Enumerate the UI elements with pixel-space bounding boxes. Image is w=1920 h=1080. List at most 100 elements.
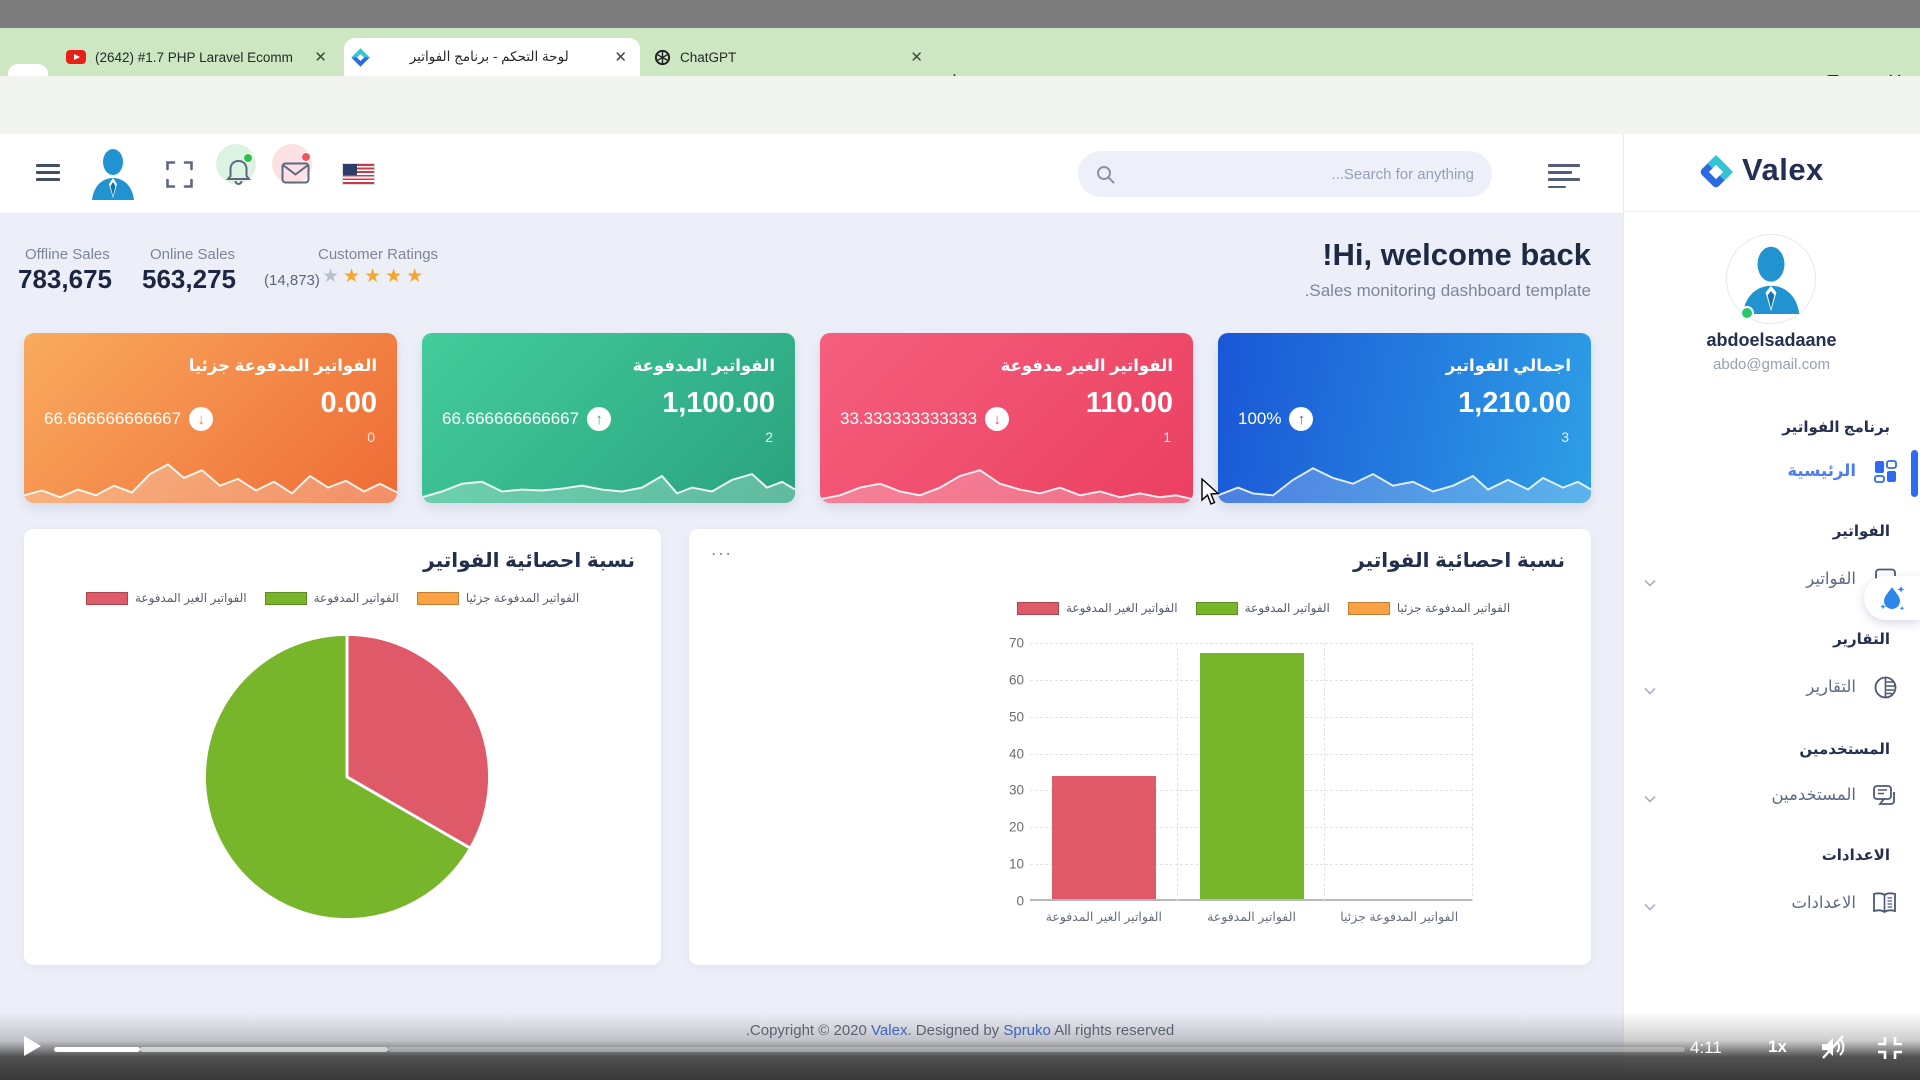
tab-close-icon[interactable]: ✕ [910,49,923,66]
card-change: 100% [1238,409,1282,428]
browser-tab-youtube[interactable]: (2642) #1.7 PHP Laravel Ecomm ✕ [56,38,340,76]
gridline [1176,643,1178,901]
y-tick-label: 20 [1008,819,1024,835]
y-tick-label: 70 [1008,635,1024,651]
kpi-card-unpaid[interactable]: الفواتير الغير مدفوعة 110.00 1 33.333333… [820,333,1193,503]
pie-slice [203,633,473,921]
progress-buffered[interactable] [140,1047,388,1052]
gridline [1472,643,1473,901]
chevron-down-icon[interactable] [1644,682,1656,700]
legend-item[interactable]: الفواتير المدفوعة [1195,601,1330,615]
tab-close-icon[interactable]: ✕ [314,49,327,66]
card-value: 110.00 [1085,387,1173,419]
profile-email: abdo@gmail.com [1713,356,1830,373]
playback-speed-button[interactable]: 1x [1768,1037,1787,1056]
messages-mail-icon[interactable] [281,162,310,184]
sidebar-item-home[interactable]: الرئيسية [1636,452,1912,492]
y-tick-label: 0 [1016,893,1024,909]
mouse-cursor [1201,478,1220,505]
card-title: اجمالي الفواتير [1445,357,1571,375]
exit-fullscreen-icon[interactable] [1876,1035,1904,1061]
legend-item[interactable]: الفواتير المدفوعة جزئيا [416,591,580,605]
star-icon: ★ [406,266,428,287]
gridline [1324,643,1326,901]
card-change: 33.333333333333 [840,409,978,428]
chevron-down-icon[interactable] [1644,574,1656,592]
sparkline [820,469,1193,503]
video-controls-overlay [0,1012,1920,1080]
sidebar-item-label: التقارير [1806,678,1856,696]
notifications-bell-icon[interactable] [226,158,251,186]
progress-played[interactable] [54,1047,140,1052]
y-tick-label: 30 [1008,782,1024,798]
browser-toolbar: i 127.0.0.1:8000/home ☆ ⋮ [0,76,1920,199]
legend-swatch [1017,601,1059,615]
browser-tab-chatgpt[interactable]: ChatGPT ✕ [644,38,936,76]
kpi-card-total[interactable]: اجمالي الفواتير 1,210.00 3 100% ↑ [1218,333,1591,503]
video-letterbox-strip [0,0,1920,28]
legend-swatch [86,591,128,605]
search-input[interactable] [1078,151,1492,197]
card-change: 66.666666666667 [442,409,580,428]
pie-legend: الفواتير الغير المدفوعة الفواتير المدفوعة… [86,591,579,605]
browser-tabstrip: (2642) #1.7 PHP Laravel Ecomm ✕ لوحة الت… [0,28,1920,98]
card-options-menu[interactable]: ... [711,539,733,560]
theme-droplet-button[interactable] [1864,576,1920,620]
nav-list-icon[interactable] [1548,164,1580,193]
legend-item[interactable]: الفواتير الغير المدفوعة [1017,601,1178,615]
sparkline [422,472,795,503]
welcome-title: !Hi, welcome back [1322,237,1591,272]
card-value: 1,100.00 [662,387,775,419]
chevron-down-icon[interactable] [1644,790,1656,808]
legend-item[interactable]: الفواتير المدفوعة [264,591,399,605]
profile-person-icon [1742,246,1800,314]
sparkline [24,463,397,503]
x-category-label: الفواتير المدفوعة [1207,910,1296,924]
sidebar-item-users[interactable]: المستخدمين [1636,776,1912,816]
user-avatar-icon[interactable] [90,148,136,200]
legend-item[interactable]: الفواتير المدفوعة جزئيا [1347,601,1510,615]
youtube-icon [66,50,86,64]
sidebar-section-invoices: الفواتير [1832,523,1890,540]
legend-item[interactable]: الفواتير الغير المدفوعة [86,591,247,605]
sidebar-item-settings[interactable]: الاعدادات [1636,884,1912,924]
tab-close-icon[interactable]: ✕ [614,49,627,66]
card-count: 1 [1163,429,1171,445]
bar-chart-title: نسبة احصائية الفواتير [1353,550,1565,572]
mute-icon[interactable] [1818,1033,1848,1061]
progress-track[interactable] [388,1047,1685,1052]
sidebar-toggle-hamburger-icon[interactable] [36,164,60,186]
profile-name: abdoelsadaane [1706,330,1837,350]
kpi-card-partially-paid[interactable]: الفواتير المدفوعة جزئيا 0.00 0 66.666666… [24,333,397,503]
star-icon: ★ [343,266,365,287]
legend-label: الفواتير المدفوعة [1244,601,1330,615]
card-title: الفواتير الغير مدفوعة [1000,357,1173,375]
brand-name[interactable]: Valex [1742,152,1824,187]
search-icon [1097,166,1115,184]
legend-label: الفواتير الغير المدفوعة [135,591,247,605]
legend-swatch [1195,601,1238,615]
pie-chart [203,633,491,921]
fullscreen-icon[interactable] [166,161,193,188]
dashboard-grid-icon [1873,459,1898,489]
legend-label: الفواتير المدفوعة [313,591,399,605]
kpi-card-paid[interactable]: الفواتير المدفوعة 1,100.00 2 66.66666666… [422,333,795,503]
legend-label: الفواتير المدفوعة جزئيا [465,591,580,605]
tab-title: ChatGPT [680,49,737,65]
chevron-down-icon[interactable] [1644,898,1656,916]
x-category-label: الفواتير الغير المدفوعة [1045,910,1162,924]
legend-label: الفواتير الغير المدفوعة [1066,601,1178,615]
bar [1199,653,1304,899]
us-flag-icon[interactable] [342,163,375,185]
gridline [1030,643,1473,644]
browser-tab-invoices-dashboard[interactable]: لوحة التحكم - برنامج الفواتير ✕ [344,38,640,76]
y-tick-label: 40 [1008,746,1024,762]
ratings-count: (14,873) [264,272,320,289]
card-count: 2 [765,429,773,445]
online-status-dot [1740,306,1754,320]
valex-logo-icon[interactable] [1697,153,1735,191]
play-button[interactable] [24,1036,41,1056]
mail-status-dot [301,152,311,162]
sidebar-item-reports[interactable]: التقارير [1636,668,1912,708]
